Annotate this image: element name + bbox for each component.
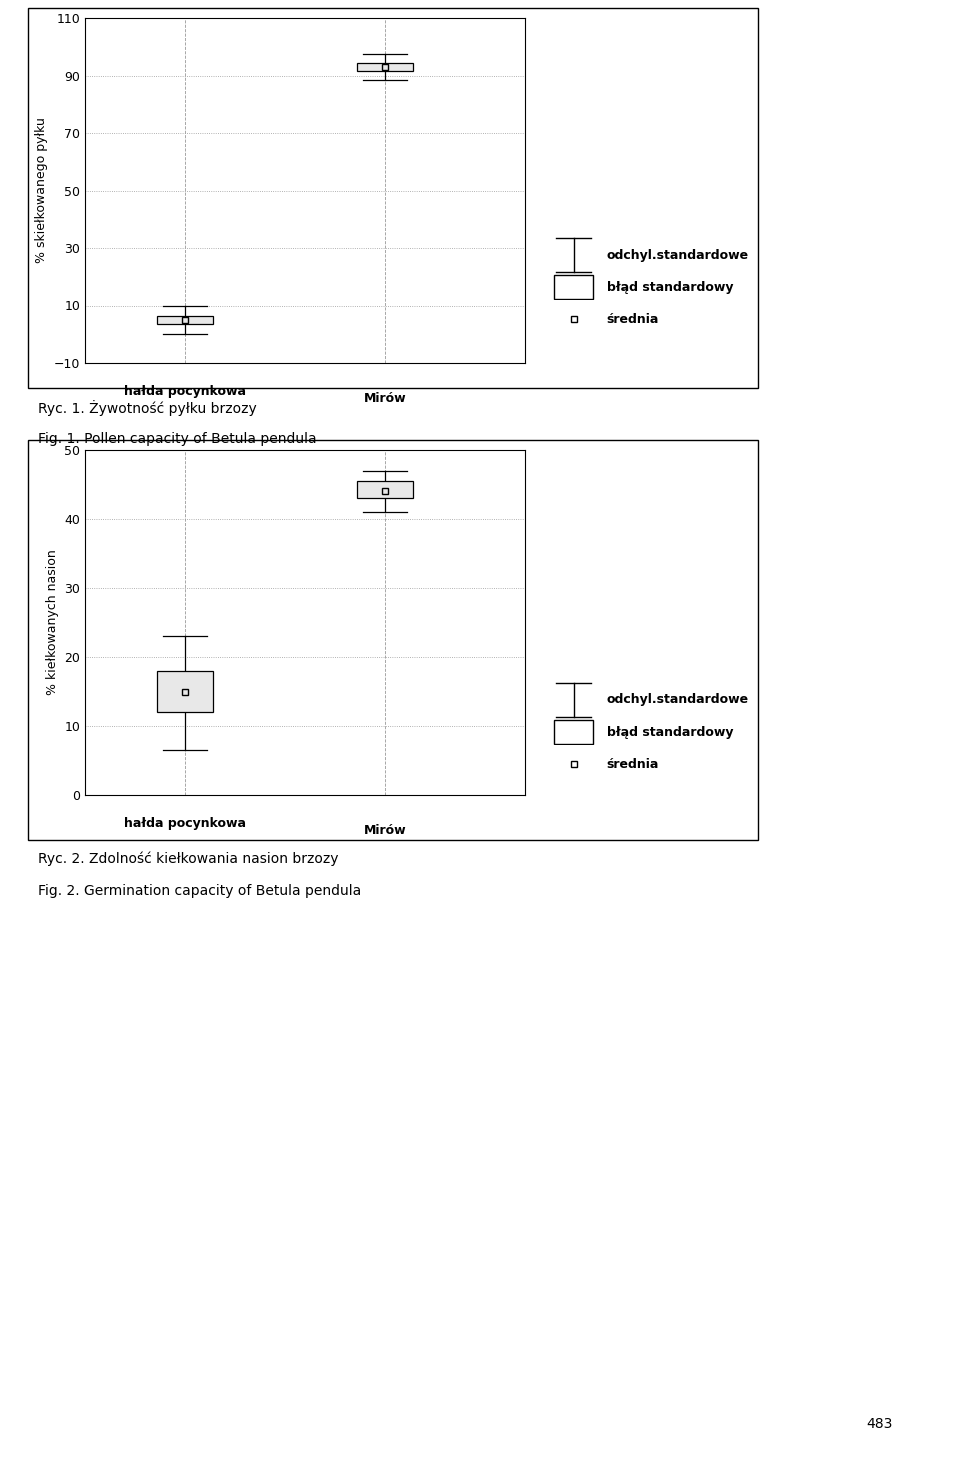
Text: Ryc. 1. Żywotność pyłku brzozy: Ryc. 1. Żywotność pyłku brzozy	[38, 399, 257, 415]
Text: średnia: średnia	[607, 758, 660, 771]
Y-axis label: % skiełkowanego pyłku: % skiełkowanego pyłku	[36, 118, 48, 264]
Bar	[357, 63, 413, 71]
Text: błąd standardowy: błąd standardowy	[607, 726, 733, 739]
Text: odchyl.standardowe: odchyl.standardowe	[607, 249, 749, 261]
Text: Mirów: Mirów	[364, 392, 406, 405]
Bar	[157, 670, 213, 712]
Text: Fig. 2. Germination capacity of Betula pendula: Fig. 2. Germination capacity of Betula p…	[38, 884, 362, 898]
Text: hałda pocynkowa: hałda pocynkowa	[124, 385, 246, 398]
Bar	[157, 316, 213, 325]
Bar	[357, 481, 413, 498]
Text: odchyl.standardowe: odchyl.standardowe	[607, 694, 749, 707]
Text: Ryc. 2. Zdolność kiełkowania nasion brzozy: Ryc. 2. Zdolność kiełkowania nasion brzo…	[38, 852, 339, 865]
Text: Mirów: Mirów	[364, 825, 406, 838]
Text: Fig. 1. Pollen capacity of Betula pendula: Fig. 1. Pollen capacity of Betula pendul…	[38, 431, 317, 446]
Text: średnia: średnia	[607, 313, 660, 325]
Y-axis label: % kiełkowanych nasion: % kiełkowanych nasion	[45, 549, 59, 695]
Text: 483: 483	[867, 1416, 893, 1431]
Text: błąd standardowy: błąd standardowy	[607, 281, 733, 293]
Text: hałda pocynkowa: hałda pocynkowa	[124, 817, 246, 830]
